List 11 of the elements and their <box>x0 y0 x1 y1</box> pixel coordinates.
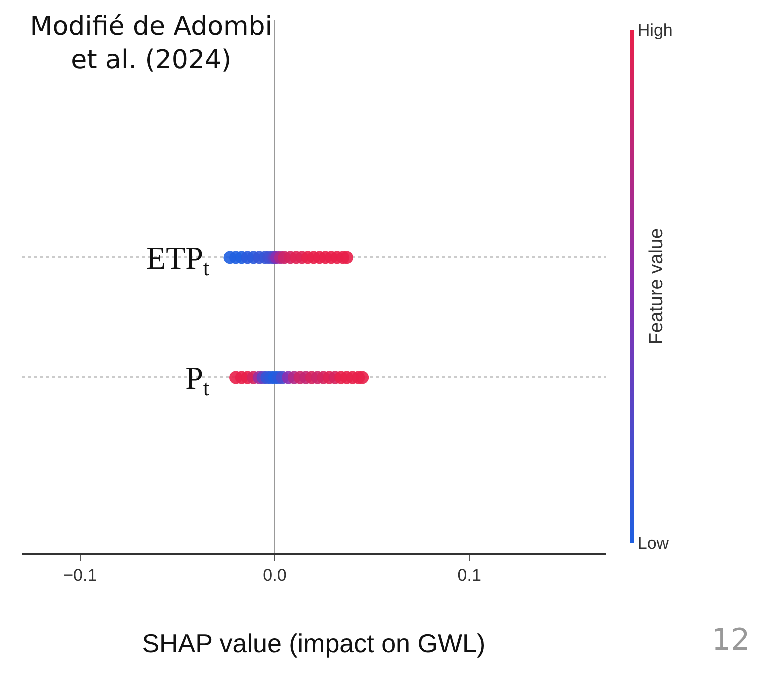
x-tick-label: −0.1 <box>64 566 98 586</box>
x-axis-title: SHAP value (impact on GWL) <box>142 628 486 658</box>
x-tick-label: 0.1 <box>458 566 482 586</box>
color-bar-label: Low <box>638 534 670 553</box>
chart-title: Modifié de Adombi et al. (2024) <box>30 12 273 76</box>
y-tick-label: P$_{t}$ <box>186 360 210 401</box>
y-tick-label: ETP$_{t}$ <box>146 240 210 281</box>
text: 12 <box>712 623 750 658</box>
color-bar-label: High <box>638 20 673 40</box>
x-tick-label: 0.0 <box>263 566 287 586</box>
color-bar-title: Feature value <box>646 228 668 345</box>
